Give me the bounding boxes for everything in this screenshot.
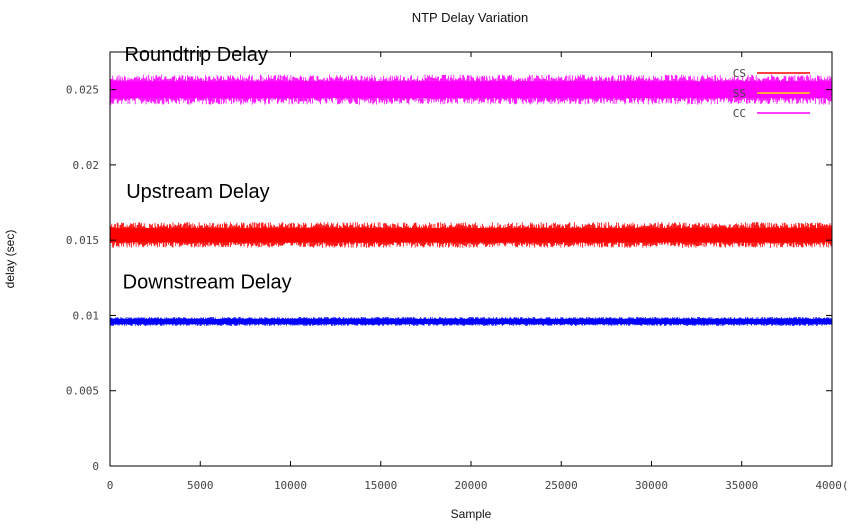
x-tick-label: 15000: [364, 479, 397, 492]
x-tick-label: 20000: [454, 479, 487, 492]
y-tick-label: 0: [92, 460, 99, 473]
annotation-2: Upstream Delay: [126, 181, 269, 203]
annotation-1: Roundtrip Delay: [124, 44, 267, 66]
x-tick-label: 5000: [187, 479, 214, 492]
x-tick-label: 0: [107, 479, 114, 492]
x-tick-label: 10000: [274, 479, 307, 492]
x-tick-label: 35000: [725, 479, 758, 492]
legend-label-cs: CS: [733, 67, 746, 80]
y-axis-label: delay (sec): [3, 230, 17, 289]
annotations: Roundtrip Delay Upstream Delay Downstream …: [123, 44, 292, 293]
legend-label-cc: CC: [733, 107, 746, 120]
y-tick-label: 0.005: [66, 385, 99, 398]
legend: CS SS CC: [733, 67, 810, 120]
x-axis-label: Sample: [451, 507, 492, 521]
series-band-CC: [109, 74, 833, 105]
y-tick-label: 0.02: [73, 159, 100, 172]
x-tick-label: 30000: [635, 479, 668, 492]
series-bands: [109, 74, 833, 326]
series-band-CS: [109, 222, 833, 248]
series-band-series-3: [109, 317, 833, 326]
x-tick-label: 25000: [545, 479, 578, 492]
axis-ticks: 0 5000 10000 15000 20000 25000 30000 35000 4000(…: [66, 52, 849, 492]
x-tick-label: 4000(: [815, 479, 848, 492]
y-tick-label: 0.01: [73, 309, 100, 322]
y-tick-label: 0.025: [66, 84, 99, 97]
chart-title: NTP Delay Variation: [412, 10, 529, 25]
legend-label-ss: SS: [733, 87, 746, 100]
plot-frame: [109, 51, 833, 467]
annotation-3: Downstream Delay: [123, 271, 292, 293]
y-tick-label: 0.015: [66, 234, 99, 247]
